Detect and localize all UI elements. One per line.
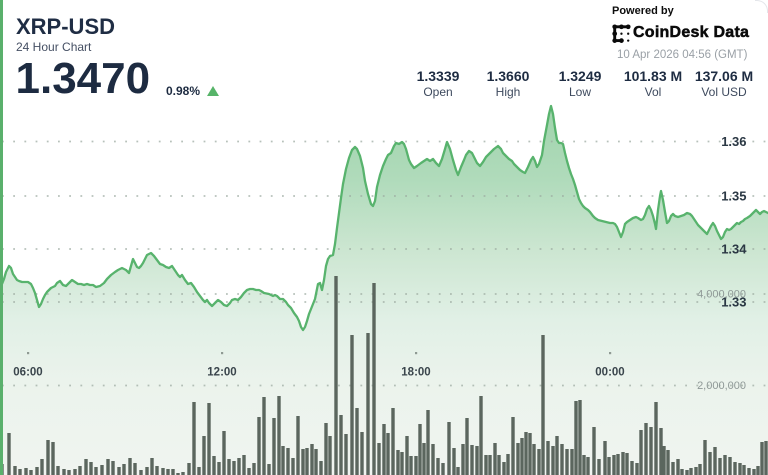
- svg-text:2,000,000: 2,000,000: [697, 380, 746, 392]
- svg-text:18:00: 18:00: [401, 367, 430, 379]
- svg-text:1.33: 1.33: [721, 295, 746, 310]
- svg-text:00:00: 00:00: [595, 367, 624, 379]
- svg-text:4,000,000: 4,000,000: [697, 289, 746, 301]
- svg-text:1.36: 1.36: [721, 134, 746, 149]
- svg-text:06:00: 06:00: [13, 367, 42, 379]
- svg-text:12:00: 12:00: [207, 367, 236, 379]
- svg-text:1.35: 1.35: [721, 189, 746, 204]
- svg-text:1.34: 1.34: [721, 242, 747, 257]
